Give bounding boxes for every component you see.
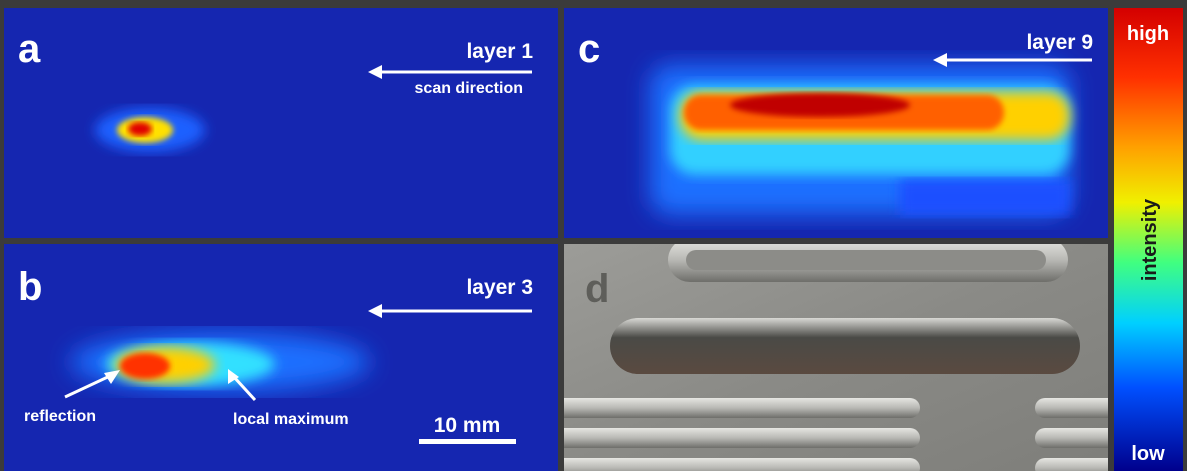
panel-d: d — [530, 238, 1135, 471]
colorbar: high intensity low — [1114, 8, 1183, 471]
scale-bar-label: 10 mm — [434, 414, 501, 437]
annotation: local maximum — [233, 411, 349, 428]
panel-a: a layer 1 scan direction — [4, 8, 558, 238]
panel-b: b layer 3 reflection local maximum 10 mm — [4, 244, 558, 471]
layer-label: layer 1 — [466, 40, 533, 63]
panel-c: c layer 9 — [564, 8, 1108, 238]
panel-label: b — [18, 265, 42, 309]
panel-label: a — [18, 27, 41, 71]
scale-bar — [419, 439, 516, 444]
colorbar-low: low — [1131, 443, 1165, 465]
layer-label: layer 9 — [1026, 31, 1093, 54]
annotation: reflection — [24, 408, 96, 425]
page: {"panels": { "a": {"label": "a", "layer"… — [0, 0, 1187, 471]
colorbar-high: high — [1127, 23, 1169, 45]
panel-label: c — [578, 27, 600, 71]
scan-direction: scan direction — [415, 80, 523, 97]
layer-label: layer 3 — [466, 276, 533, 299]
panel-label: d — [585, 267, 609, 311]
colorbar-title: intensity — [1139, 198, 1161, 281]
figure: a layer 1 scan direction b layer 3 refle… — [0, 0, 1187, 471]
